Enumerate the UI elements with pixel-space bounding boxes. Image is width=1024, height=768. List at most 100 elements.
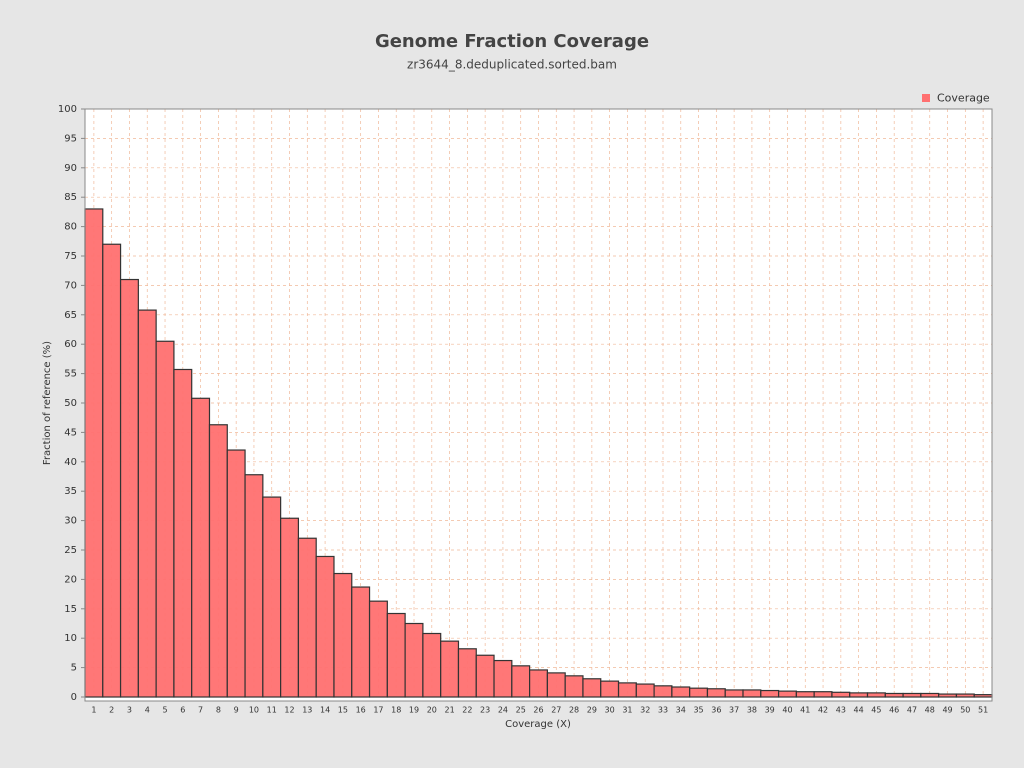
bar: [617, 682, 637, 698]
y-axis-label: Fraction of reference (%): [42, 341, 53, 465]
chart-title: Genome Fraction Coverage: [375, 31, 649, 52]
bar: [119, 278, 139, 698]
x-tick-label: 40: [782, 706, 792, 715]
y-tick-label: 45: [64, 427, 77, 438]
y-tick-label: 20: [64, 574, 77, 585]
bar: [297, 537, 317, 698]
y-tick-label: 60: [64, 339, 77, 350]
x-tick-label: 33: [658, 706, 668, 715]
bar: [191, 397, 211, 698]
bar: [600, 680, 620, 698]
x-tick-label: 25: [516, 706, 526, 715]
bar: [564, 675, 584, 698]
bar: [777, 690, 797, 698]
x-tick-label: 49: [942, 706, 952, 715]
y-tick-label: 10: [64, 633, 77, 644]
bar: [671, 686, 691, 698]
x-tick-label: 38: [747, 706, 757, 715]
x-tick-label: 31: [622, 706, 632, 715]
y-tick-label: 50: [64, 398, 77, 409]
x-tick-label: 48: [925, 706, 935, 715]
bar: [653, 685, 673, 698]
bar: [511, 665, 531, 698]
x-tick-label: 26: [533, 706, 543, 715]
x-tick-label: 44: [854, 706, 864, 715]
y-tick-label: 90: [64, 163, 77, 174]
x-tick-label: 23: [480, 706, 490, 715]
bar: [920, 692, 940, 698]
bar: [475, 654, 495, 698]
bar: [155, 340, 175, 698]
y-tick-label: 55: [64, 369, 77, 380]
bar: [386, 612, 406, 698]
x-tick-label: 20: [427, 706, 437, 715]
bar: [706, 688, 726, 698]
x-tick-label: 43: [836, 706, 846, 715]
bar: [102, 243, 122, 698]
bar: [760, 689, 780, 698]
y-tick-label: 85: [64, 192, 77, 203]
bar: [689, 687, 709, 698]
bar: [849, 692, 869, 698]
bar: [368, 600, 388, 698]
y-tick-label: 80: [64, 222, 77, 233]
x-tick-label: 45: [871, 706, 881, 715]
bar: [422, 632, 442, 698]
x-tick-label: 34: [676, 706, 686, 715]
x-tick-label: 21: [444, 706, 454, 715]
x-tick-label: 5: [162, 706, 167, 715]
x-tick-label: 19: [409, 706, 419, 715]
bar: [208, 424, 228, 698]
bar: [635, 683, 655, 698]
x-tick-label: 32: [640, 706, 650, 715]
y-tick-label: 5: [71, 663, 77, 674]
y-tick-label: 25: [64, 545, 77, 556]
bar: [955, 693, 975, 698]
bar: [902, 692, 922, 698]
x-tick-label: 14: [320, 706, 330, 715]
y-tick-label: 15: [64, 604, 77, 615]
bar: [351, 586, 371, 698]
x-tick-label: 1: [91, 706, 96, 715]
x-tick-label: 29: [587, 706, 597, 715]
x-tick-label: 51: [978, 706, 988, 715]
x-tick-label: 35: [693, 706, 703, 715]
bar: [244, 474, 264, 698]
x-tick-label: 9: [234, 706, 239, 715]
bar: [493, 659, 513, 698]
x-tick-label: 18: [391, 706, 401, 715]
bar: [866, 692, 886, 698]
bar: [831, 691, 851, 698]
bar: [973, 694, 993, 698]
bar: [582, 678, 602, 698]
bar: [226, 449, 246, 698]
x-tick-label: 28: [569, 706, 579, 715]
bar: [813, 691, 833, 698]
x-tick-label: 36: [711, 706, 721, 715]
bar: [404, 622, 424, 698]
x-tick-label: 12: [284, 706, 294, 715]
x-tick-label: 2: [109, 706, 114, 715]
plot-border: [84, 108, 993, 702]
bar: [795, 691, 815, 698]
x-tick-label: 15: [338, 706, 348, 715]
bar: [724, 689, 744, 698]
x-axis-label: Coverage (X): [505, 719, 571, 730]
x-tick-label: 6: [180, 706, 185, 715]
bar: [280, 517, 300, 698]
bar: [84, 208, 104, 698]
bar: [440, 640, 460, 698]
x-tick-label: 7: [198, 706, 203, 715]
bar: [262, 496, 282, 698]
bar: [742, 689, 762, 698]
x-tick-label: 27: [551, 706, 561, 715]
bar: [315, 555, 335, 698]
x-tick-label: 47: [907, 706, 917, 715]
x-tick-label: 24: [498, 706, 508, 715]
y-tick-label: 75: [64, 251, 77, 262]
chart-subtitle: zr3644_8.deduplicated.sorted.bam: [407, 58, 617, 72]
legend-label: Coverage: [937, 92, 990, 105]
bar: [529, 669, 548, 698]
x-tick-label: 50: [960, 706, 970, 715]
